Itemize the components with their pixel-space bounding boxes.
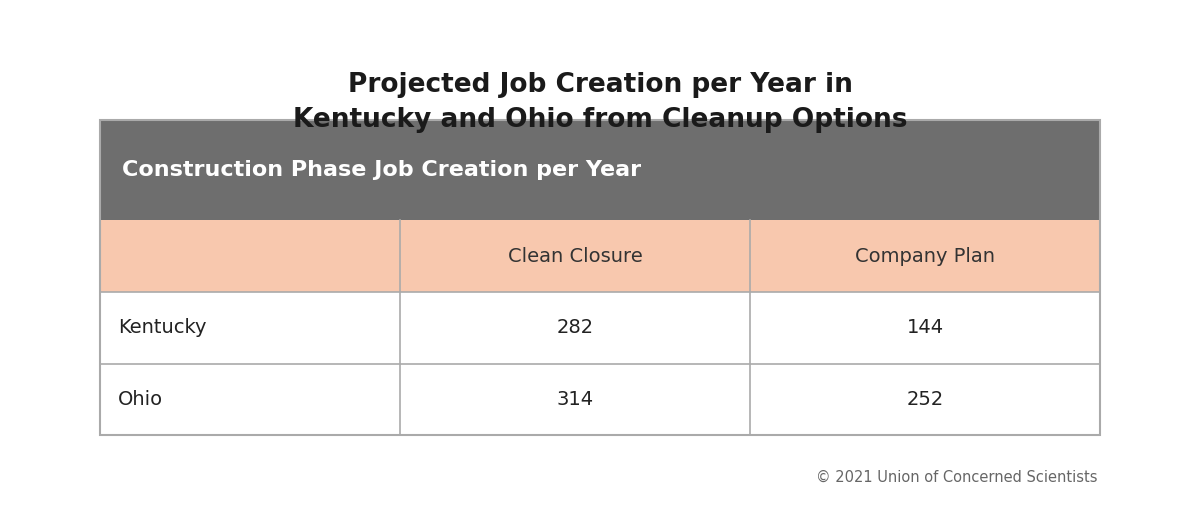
- Text: Clean Closure: Clean Closure: [508, 246, 642, 266]
- Bar: [100, 120, 1100, 220]
- Text: 282: 282: [557, 318, 594, 337]
- Bar: [100, 120, 1100, 435]
- Text: 144: 144: [906, 318, 943, 337]
- Text: Ohio: Ohio: [118, 390, 163, 409]
- Text: Projected Job Creation per Year in
Kentucky and Ohio from Cleanup Options: Projected Job Creation per Year in Kentu…: [293, 72, 907, 133]
- Text: Company Plan: Company Plan: [854, 246, 995, 266]
- Text: 314: 314: [557, 390, 594, 409]
- Text: Kentucky: Kentucky: [118, 318, 206, 337]
- Bar: [100, 292, 1100, 363]
- Bar: [100, 220, 1100, 292]
- Text: Construction Phase Job Creation per Year: Construction Phase Job Creation per Year: [122, 160, 641, 180]
- Text: 252: 252: [906, 390, 943, 409]
- Text: © 2021 Union of Concerned Scientists: © 2021 Union of Concerned Scientists: [816, 470, 1098, 485]
- Bar: [100, 363, 1100, 435]
